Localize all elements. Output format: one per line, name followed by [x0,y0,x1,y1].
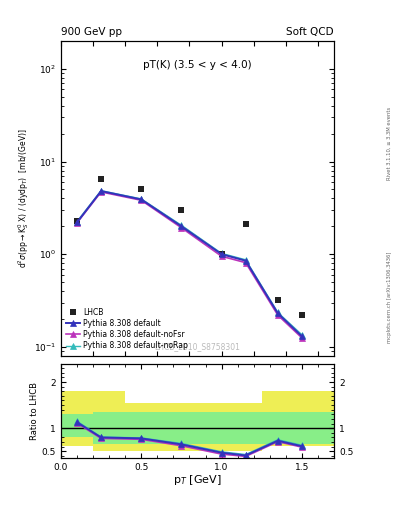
Pythia 8.308 default-noFsr [139,197,143,203]
Y-axis label: Ratio to LHCB: Ratio to LHCB [30,382,39,440]
Text: LHCB_2010_S8758301: LHCB_2010_S8758301 [154,342,241,351]
Pythia 8.308 default [179,223,184,229]
Line: Pythia 8.308 default-noRap: Pythia 8.308 default-noRap [74,188,305,337]
Pythia 8.308 default-noRap [139,196,143,202]
Pythia 8.308 default-noRap [299,332,304,338]
Text: 900 GeV pp: 900 GeV pp [61,27,122,37]
LHCB [243,221,248,227]
Pythia 8.308 default [243,258,248,264]
Pythia 8.308 default-noRap [99,187,103,194]
Bar [206,403,262,451]
Pythia 8.308 default [139,196,143,202]
Pythia 8.308 default-noFsr [75,220,79,226]
Text: Soft QCD: Soft QCD [286,27,334,37]
Pythia 8.308 default-noRap [75,219,79,225]
Y-axis label: d$^2$$\sigma$(pp$\rightarrow$K$^0_S$ X) / (dydp$_T$)  [mb/(GeV)]: d$^2$$\sigma$(pp$\rightarrow$K$^0_S$ X) … [16,129,31,268]
X-axis label: p$_T$ [GeV]: p$_T$ [GeV] [173,474,222,487]
Pythia 8.308 default-noFsr [275,312,280,318]
LHCB [299,312,304,318]
Pythia 8.308 default-noRap [219,250,224,257]
Text: Rivet 3.1.10, ≥ 3.3M events: Rivet 3.1.10, ≥ 3.3M events [387,106,392,180]
Pythia 8.308 default-noRap [243,257,248,263]
Bar [262,412,334,444]
LHCB [179,207,184,213]
Bar [206,412,262,444]
Pythia 8.308 default [75,219,79,225]
Line: Pythia 8.308 default-noFsr: Pythia 8.308 default-noFsr [74,189,305,340]
Pythia 8.308 default [275,310,280,316]
Bar [61,414,93,437]
Bar [93,412,125,444]
Pythia 8.308 default-noRap [275,309,280,315]
Bar [125,403,206,451]
Pythia 8.308 default [299,333,304,339]
Line: Pythia 8.308 default: Pythia 8.308 default [74,188,305,339]
LHCB [99,176,103,182]
Pythia 8.308 default [99,188,103,194]
Legend: LHCB, Pythia 8.308 default, Pythia 8.308 default-noFsr, Pythia 8.308 default-noR: LHCB, Pythia 8.308 default, Pythia 8.308… [65,306,189,352]
LHCB [139,186,143,193]
Bar [125,412,206,444]
Pythia 8.308 default-noRap [179,222,184,228]
Pythia 8.308 default-noFsr [219,253,224,259]
Text: pT(K) (3.5 < y < 4.0): pT(K) (3.5 < y < 4.0) [143,60,252,70]
Bar [61,391,93,446]
LHCB [219,251,224,257]
Bar [93,391,125,451]
Bar [262,391,334,446]
Pythia 8.308 default-noFsr [99,189,103,195]
Pythia 8.308 default-noFsr [179,225,184,231]
Pythia 8.308 default-noFsr [243,260,248,266]
Text: mcplots.cern.ch [arXiv:1306.3436]: mcplots.cern.ch [arXiv:1306.3436] [387,251,392,343]
LHCB [275,297,280,303]
LHCB [75,218,79,224]
Pythia 8.308 default-noFsr [299,335,304,341]
Pythia 8.308 default [219,251,224,257]
Line: LHCB: LHCB [74,176,305,318]
